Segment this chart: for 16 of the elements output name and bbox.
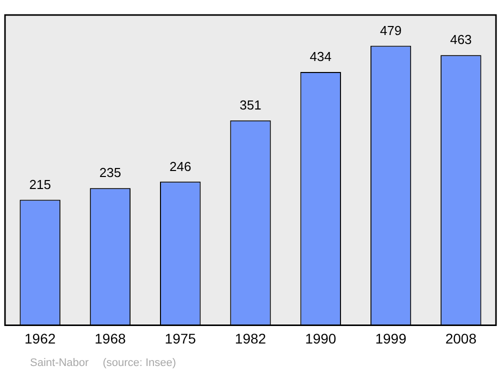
data-label: 351 [240, 97, 262, 112]
x-tick-label: 1962 [24, 330, 56, 346]
data-label: 215 [29, 176, 51, 192]
x-tick-label: 1975 [164, 330, 196, 346]
data-label: 246 [170, 158, 192, 174]
x-tick-label: 1990 [305, 330, 336, 346]
data-label: 479 [380, 22, 402, 38]
data-label: 235 [99, 165, 122, 180]
x-tick-label: 1982 [234, 330, 266, 346]
text: Saint-Nabor [30, 357, 89, 369]
x-tick-label: 1968 [94, 330, 126, 346]
x-tick-label: 2008 [445, 330, 477, 346]
data-label: 463 [450, 32, 472, 48]
x-tick-label: 1999 [375, 330, 407, 346]
data-label: 434 [310, 49, 332, 64]
text: (source: Insee) [102, 357, 176, 369]
